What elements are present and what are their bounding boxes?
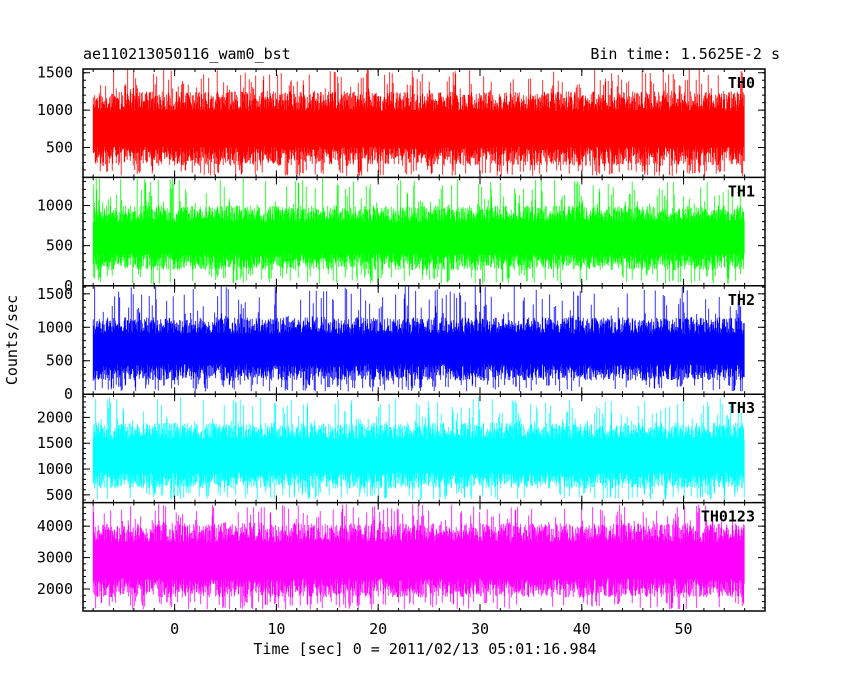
series-label: TH0123 <box>701 508 755 526</box>
series-th1-trace <box>92 177 745 284</box>
panel-th1: 0 500 1000 TH1 <box>37 176 766 295</box>
series-label: TH2 <box>728 291 755 309</box>
x-tick-label: 20 <box>369 620 387 638</box>
series-th0123-trace <box>92 504 745 610</box>
y-tick-label: 2000 <box>37 408 73 426</box>
y-tick-label: 500 <box>46 486 73 504</box>
panel-th0123: 2000 3000 4000 TH0123 <box>37 501 766 611</box>
y-tick-label: 500 <box>46 352 73 370</box>
series-th2-trace <box>92 286 745 392</box>
y-tick-label: 1000 <box>37 460 73 478</box>
y-tick-label: 0 <box>64 385 73 403</box>
y-tick-label: 2000 <box>37 580 73 598</box>
y-axis-label: Counts/sec <box>3 295 21 385</box>
panel-th2: 0 500 1000 1500 TH2 <box>37 285 766 403</box>
series-label: TH3 <box>728 399 755 417</box>
y-tick-label: 1500 <box>37 64 73 82</box>
x-tick-label: 50 <box>675 620 693 638</box>
x-axis-label: Time [sec] 0 = 2011/02/13 05:01:16.984 <box>253 640 596 658</box>
y-tick-label: 4000 <box>37 517 73 535</box>
y-tick-label: 1500 <box>37 285 73 303</box>
series-label: TH1 <box>728 182 755 200</box>
y-tick-label: 3000 <box>37 549 73 567</box>
x-tick-label: 40 <box>573 620 591 638</box>
y-tick-label: 1000 <box>37 197 73 215</box>
bin-time-label: Bin time: 1.5625E-2 s <box>590 45 780 63</box>
y-tick-label: 1500 <box>37 434 73 452</box>
x-axis: 0 10 20 30 40 50 <box>170 620 693 638</box>
y-tick-label: 1000 <box>37 318 73 336</box>
y-tick-label: 1000 <box>37 101 73 119</box>
y-tick-label: 500 <box>46 138 73 156</box>
series-th3-trace <box>92 397 745 500</box>
series-th0-trace <box>92 69 745 176</box>
x-tick-label: 10 <box>267 620 285 638</box>
y-tick-label: 0 <box>64 277 73 295</box>
x-tick-label: 30 <box>471 620 489 638</box>
panel-th3: 500 1000 1500 2000 TH3 <box>37 393 766 504</box>
panels-group: 500 1000 1500 TH0 0 500 1000 TH1 0 500 1000 1500 TH2… <box>37 64 766 612</box>
chart-title: ae110213050116_wam0_bst <box>83 45 291 63</box>
y-tick-label: 500 <box>46 237 73 255</box>
x-tick-label: 0 <box>170 620 179 638</box>
plot-frame <box>82 68 766 612</box>
panel-th0: 500 1000 1500 TH0 <box>37 64 766 178</box>
series-label: TH0 <box>728 74 755 92</box>
